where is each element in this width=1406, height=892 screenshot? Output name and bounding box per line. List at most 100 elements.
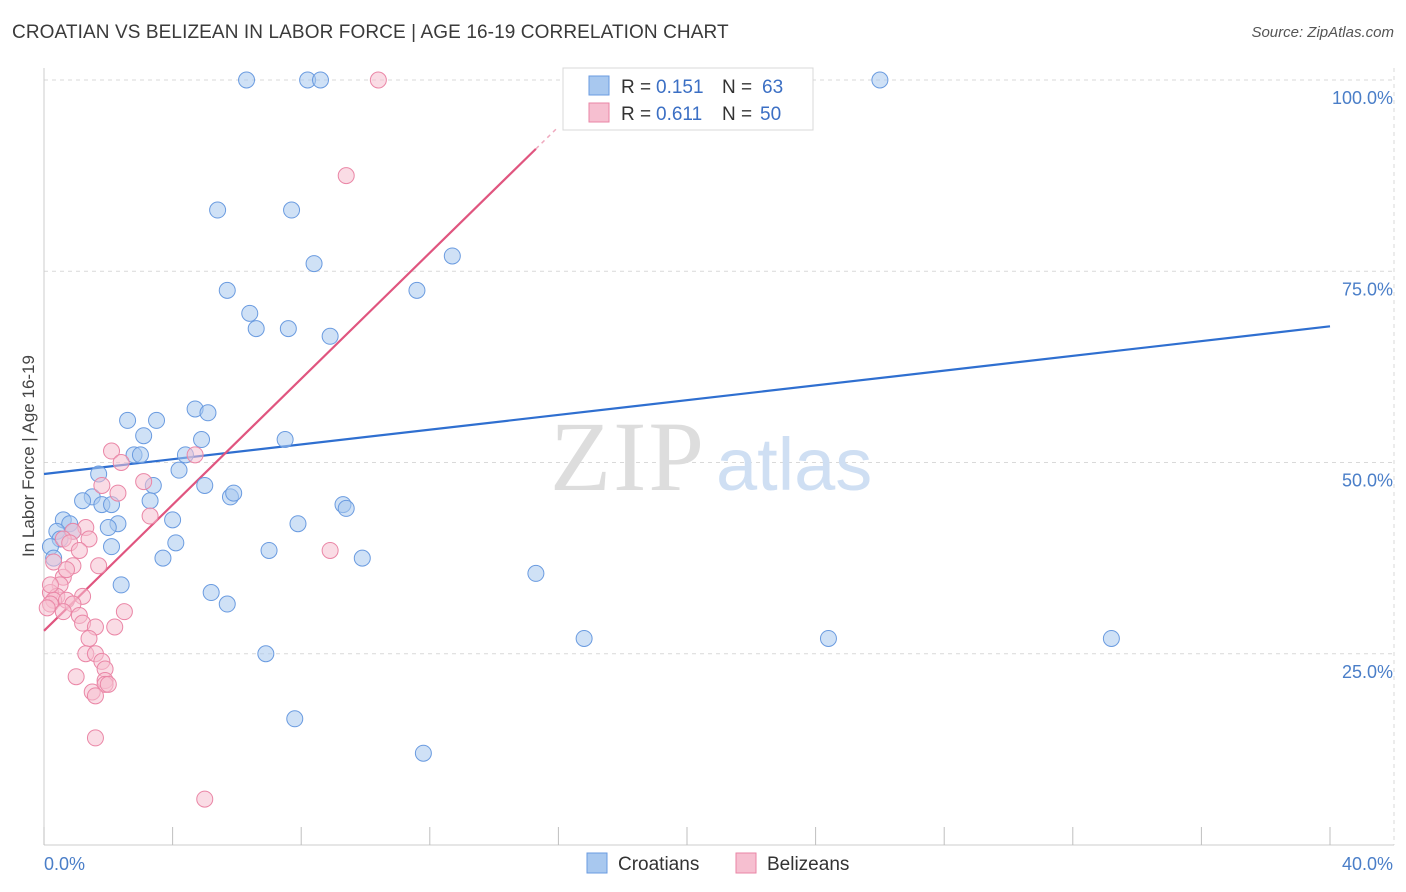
- belizeans-series-label[interactable]: Belizeans: [767, 854, 849, 875]
- belizean-point[interactable]: [41, 576, 59, 594]
- belizean-point[interactable]: [80, 530, 98, 548]
- croatian-point[interactable]: [286, 710, 304, 728]
- croatian-point[interactable]: [209, 201, 227, 219]
- belizean-point[interactable]: [99, 675, 117, 693]
- croatians-trend-line: [43, 325, 1331, 476]
- croatian-point[interactable]: [241, 304, 259, 322]
- croatian-point[interactable]: [289, 515, 307, 533]
- belizean-point[interactable]: [54, 603, 72, 621]
- croatian-point[interactable]: [112, 576, 130, 594]
- croatian-point[interactable]: [276, 431, 294, 449]
- croatian-point[interactable]: [119, 411, 137, 429]
- belizean-point[interactable]: [112, 454, 130, 471]
- croatian-point[interactable]: [527, 564, 545, 582]
- belizean-point[interactable]: [45, 553, 63, 571]
- belizeans-r-label: R =: [621, 104, 651, 125]
- croatian-point[interactable]: [443, 247, 461, 265]
- belizeans-legend-swatch: [588, 102, 610, 123]
- points-layer: [38, 71, 1120, 808]
- belizean-point[interactable]: [103, 442, 121, 460]
- croatian-point[interactable]: [247, 320, 265, 338]
- belizean-point[interactable]: [337, 167, 355, 185]
- croatian-point[interactable]: [131, 446, 149, 464]
- croatians-r-value: 0.151: [656, 77, 704, 98]
- croatians-series-swatch[interactable]: [586, 852, 608, 874]
- croatian-point[interactable]: [74, 492, 92, 510]
- croatian-point[interactable]: [353, 549, 371, 567]
- croatian-point[interactable]: [170, 461, 188, 479]
- croatian-point[interactable]: [337, 499, 355, 517]
- croatian-point[interactable]: [225, 484, 243, 502]
- y-tick-label: 75.0%: [1342, 279, 1393, 299]
- croatian-point[interactable]: [141, 492, 159, 510]
- belizean-point[interactable]: [90, 557, 108, 575]
- croatian-point[interactable]: [238, 71, 256, 89]
- watermark-atlas: atlas: [716, 423, 872, 506]
- chart-title: CROATIAN VS BELIZEAN IN LABOR FORCE | AG…: [12, 22, 729, 43]
- croatian-point[interactable]: [311, 71, 329, 89]
- croatian-point[interactable]: [871, 71, 889, 89]
- y-tick-label: 100.0%: [1332, 88, 1393, 108]
- croatian-point[interactable]: [305, 255, 323, 273]
- croatian-point[interactable]: [199, 404, 217, 422]
- belizean-point[interactable]: [196, 790, 214, 808]
- belizean-point[interactable]: [135, 473, 153, 491]
- croatian-point[interactable]: [414, 744, 432, 762]
- stats-legend: R = 0.151 N = 63 R = 0.611 N = 50: [562, 67, 814, 131]
- x-tick-label: 40.0%: [1342, 854, 1393, 874]
- croatian-point[interactable]: [575, 629, 593, 647]
- belizeans-trend-line: [43, 148, 537, 632]
- croatian-point[interactable]: [260, 541, 278, 559]
- belizean-point[interactable]: [93, 476, 111, 494]
- x-tick-label: 0.0%: [44, 854, 85, 874]
- belizeans-n-value: 50: [760, 104, 781, 125]
- series-legend: Croatians Belizeans: [586, 852, 849, 875]
- y-axis-label: In Labor Force | Age 16-19: [19, 355, 38, 557]
- belizean-point[interactable]: [115, 603, 133, 621]
- belizean-point[interactable]: [38, 599, 56, 617]
- croatian-point[interactable]: [193, 431, 211, 449]
- belizean-point[interactable]: [86, 687, 104, 705]
- croatian-point[interactable]: [283, 201, 301, 219]
- croatian-point[interactable]: [103, 538, 121, 556]
- chart-source: Source: ZipAtlas.com: [1251, 24, 1394, 41]
- belizean-point[interactable]: [369, 71, 387, 89]
- belizean-point[interactable]: [106, 618, 124, 636]
- croatian-point[interactable]: [819, 629, 837, 647]
- croatian-point[interactable]: [279, 320, 297, 338]
- belizean-point[interactable]: [321, 541, 339, 559]
- belizean-point[interactable]: [186, 446, 204, 464]
- croatian-point[interactable]: [321, 327, 339, 345]
- croatian-point[interactable]: [218, 595, 236, 613]
- croatian-point[interactable]: [135, 427, 153, 445]
- belizean-point[interactable]: [80, 629, 98, 647]
- belizeans-series-swatch[interactable]: [735, 852, 757, 874]
- croatian-point[interactable]: [257, 645, 275, 663]
- croatian-point[interactable]: [1102, 629, 1120, 647]
- watermark-zip: ZIP: [550, 401, 706, 512]
- croatians-series-label[interactable]: Croatians: [618, 854, 699, 875]
- croatian-point[interactable]: [408, 281, 426, 299]
- croatian-point[interactable]: [167, 534, 185, 552]
- croatians-n-label: N =: [722, 77, 752, 98]
- watermark: ZIP atlas: [550, 401, 872, 512]
- croatian-point[interactable]: [196, 476, 214, 494]
- y-tick-label: 50.0%: [1342, 471, 1393, 491]
- belizean-point[interactable]: [86, 729, 104, 747]
- belizean-point[interactable]: [70, 541, 88, 559]
- croatian-point[interactable]: [164, 511, 182, 529]
- belizean-point[interactable]: [109, 484, 127, 502]
- trend-layer: [43, 126, 1331, 632]
- belizean-point[interactable]: [141, 507, 159, 525]
- axes-layer: [43, 68, 1394, 846]
- croatian-point[interactable]: [148, 411, 166, 429]
- belizean-point[interactable]: [58, 561, 76, 579]
- croatian-point[interactable]: [202, 584, 220, 602]
- croatian-point[interactable]: [218, 281, 236, 299]
- y-tick-label: 25.0%: [1342, 662, 1393, 682]
- croatian-point[interactable]: [154, 549, 172, 567]
- belizeans-r-value: 0.611: [656, 104, 702, 125]
- croatian-point[interactable]: [99, 519, 117, 537]
- belizean-point[interactable]: [67, 668, 85, 686]
